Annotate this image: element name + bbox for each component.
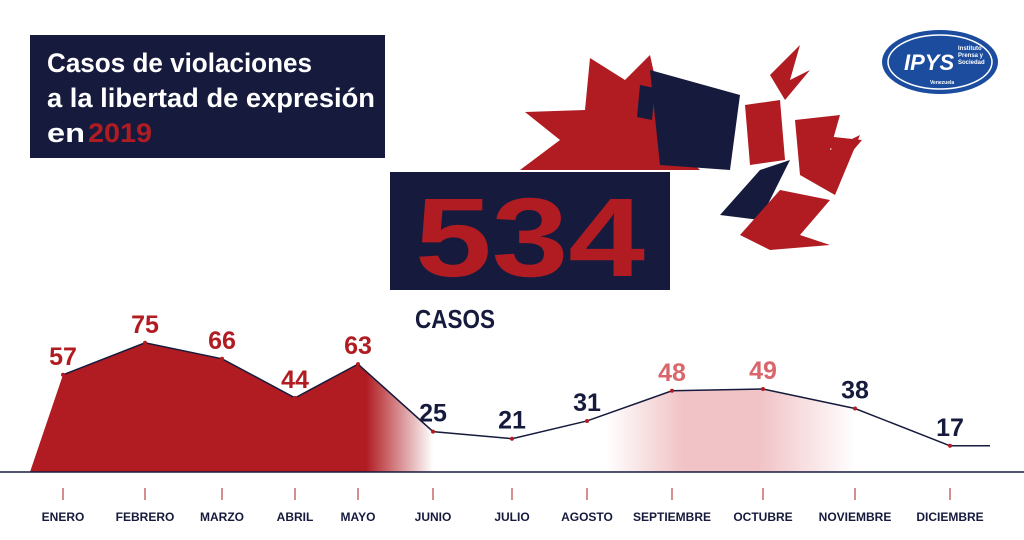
title-box: [30, 35, 385, 158]
logo-country: Venezuela: [930, 80, 954, 86]
point: [61, 372, 65, 377]
value-label: 49: [749, 357, 777, 385]
logo-name: Instituto: [958, 46, 982, 52]
x-tick-label: OCTUBRE: [733, 510, 792, 524]
x-tick-label: DICIEMBRE: [916, 510, 983, 524]
title-line: en: [47, 118, 85, 148]
value-label: 48: [658, 359, 686, 387]
value-label: 21: [498, 407, 526, 435]
x-tick-label: ENERO: [42, 510, 85, 524]
title-line: a la libertad de expresión: [47, 83, 375, 113]
x-tick-label: JUNIO: [415, 510, 452, 524]
title-line: Casos de violaciones: [47, 48, 312, 78]
value-label: 38: [841, 377, 869, 405]
value-label: 57: [49, 343, 77, 371]
value-label: 66: [208, 327, 236, 355]
title-highlight: 2019: [88, 118, 152, 148]
total-box: [390, 172, 670, 290]
area: [30, 342, 990, 472]
value-label: 63: [344, 332, 372, 360]
point: [220, 356, 224, 361]
line: [62, 342, 951, 447]
logo-name: Sociedad: [958, 60, 985, 66]
total-value: 534: [415, 175, 645, 300]
megaphone-illustration: [520, 45, 862, 250]
point: [293, 395, 297, 400]
point: [761, 386, 765, 391]
point: [948, 443, 952, 448]
value-label: 44: [281, 366, 309, 394]
logo-mark: IPYS: [904, 50, 954, 75]
logo-ring: [887, 34, 993, 90]
point: [356, 362, 360, 367]
x-tick-label: MARZO: [200, 510, 244, 524]
x-tick-label: FEBRERO: [116, 510, 175, 524]
point: [670, 388, 674, 393]
x-tick-label: JULIO: [494, 510, 529, 524]
point: [143, 340, 147, 345]
point: [853, 406, 857, 411]
x-tick-label: NOVIEMBRE: [819, 510, 892, 524]
point: [510, 436, 514, 441]
x-tick-label: MAYO: [341, 510, 376, 524]
point: [431, 429, 435, 434]
point: [585, 418, 589, 423]
logo-name: Prensa y: [958, 53, 984, 59]
value-label: 75: [131, 311, 159, 339]
x-tick-label: ABRIL: [277, 510, 314, 524]
value-label: 17: [936, 414, 964, 442]
value-label: 31: [573, 389, 601, 417]
x-tick-label: SEPTIEMBRE: [633, 510, 711, 524]
logo-badge: [882, 30, 998, 94]
value-label: 25: [419, 400, 447, 428]
x-tick-label: AGOSTO: [561, 510, 613, 524]
total-label: CASOS: [415, 304, 495, 334]
